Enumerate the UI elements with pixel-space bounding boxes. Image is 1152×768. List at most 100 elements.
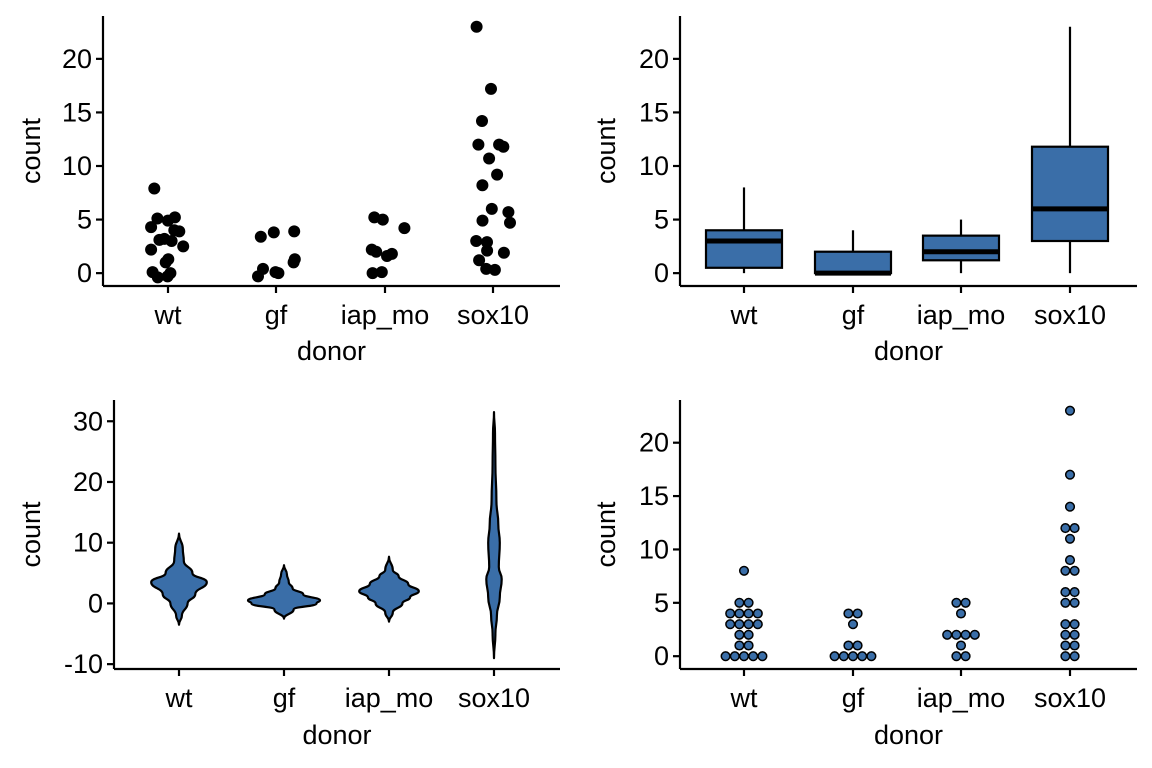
dot [1069, 619, 1080, 630]
data-point [153, 233, 166, 246]
dot [734, 619, 745, 630]
dot [1064, 405, 1076, 416]
dot [1064, 555, 1076, 566]
x-tick-label: wt [730, 683, 758, 713]
data-point [476, 115, 488, 127]
y-tick-label: 10 [73, 528, 103, 558]
x-tick-label: gf [273, 683, 296, 713]
data-point [473, 254, 486, 267]
dotplot-panel: 0 5 10 15 20 wt gf iap_mo sox10 donor count [591, 400, 1137, 750]
dot [942, 629, 953, 640]
dot [1069, 640, 1080, 651]
dot [1060, 597, 1071, 608]
dot [1064, 533, 1076, 544]
violin-panel: -10 0 10 20 30 wt gf iap_mo sox10 donor count [16, 400, 560, 750]
data-point [470, 20, 483, 33]
dot [1060, 629, 1071, 640]
dot [1069, 523, 1080, 534]
data-point [254, 230, 267, 243]
data-point [488, 263, 501, 276]
data-point [472, 138, 485, 151]
dot [743, 608, 754, 619]
data-point [368, 211, 381, 224]
dot [748, 651, 759, 662]
x-axis-title: donor [874, 720, 943, 750]
dot [743, 619, 754, 630]
dot [743, 597, 754, 608]
dot [955, 640, 967, 651]
data-point [151, 271, 164, 284]
data-point [366, 267, 379, 280]
data-point [267, 226, 280, 239]
x-axis-title: donor [302, 720, 371, 750]
dot [729, 651, 740, 662]
dot [743, 629, 754, 640]
dot [720, 651, 731, 662]
boxplot-panel: 0 5 10 15 20 wt gf iap_mo sox10 donor count [591, 16, 1137, 366]
y-tick-label: 20 [639, 44, 669, 74]
dot [847, 619, 859, 630]
data-point [148, 182, 161, 195]
data-point [481, 236, 493, 249]
violin [485, 411, 503, 660]
dot [951, 651, 962, 662]
x-tick-label: sox10 [457, 300, 529, 330]
jitter-panel: 0 5 10 15 20 wt gf iap_mo sox10 donor count [16, 16, 560, 366]
box [1030, 145, 1110, 243]
y-tick-label: 10 [639, 151, 669, 181]
y-tick-label: 30 [73, 406, 103, 436]
dot [1069, 587, 1080, 598]
violin [150, 532, 208, 626]
y-tick-label: 0 [77, 258, 92, 288]
data-point [491, 168, 504, 181]
dot [734, 608, 745, 619]
y-axis-title: count [591, 117, 621, 184]
x-tick-label: wt [165, 683, 193, 713]
box [921, 234, 1001, 262]
data-point [497, 246, 510, 259]
x-tick-label: iap_mo [917, 683, 1006, 713]
data-point [252, 270, 264, 283]
dot [847, 651, 859, 662]
data-point [485, 82, 497, 95]
data-point [493, 138, 506, 151]
data-point [177, 240, 190, 253]
box [704, 229, 784, 269]
dot [951, 597, 962, 608]
dot [969, 629, 980, 640]
dot [1064, 469, 1076, 480]
box [813, 250, 893, 275]
dot [1069, 597, 1080, 608]
y-tick-label: 15 [639, 481, 669, 511]
dot [960, 629, 971, 640]
dot [738, 651, 750, 662]
dot [1060, 619, 1071, 630]
y-tick-label: 5 [654, 205, 669, 235]
dot [1060, 565, 1071, 576]
dot [1064, 501, 1076, 512]
x-axis-title: donor [297, 336, 366, 366]
y-tick-label: 5 [654, 588, 669, 618]
x-tick-label: iap_mo [917, 300, 1006, 330]
x-tick-label: iap_mo [341, 300, 430, 330]
violin [358, 555, 420, 623]
dot [951, 629, 962, 640]
dot [757, 651, 768, 662]
dot [725, 619, 736, 630]
x-tick-label: wt [730, 300, 758, 330]
x-tick-label: gf [842, 300, 865, 330]
y-axis-title: count [591, 501, 621, 568]
data-point [485, 202, 498, 215]
data-point [480, 262, 493, 275]
x-tick-label: sox10 [458, 683, 530, 713]
dot [955, 608, 967, 619]
y-tick-label: 20 [73, 467, 103, 497]
y-tick-label: 15 [62, 97, 92, 127]
data-point [504, 216, 516, 229]
y-tick-label: 0 [88, 588, 103, 618]
x-tick-label: sox10 [1034, 683, 1106, 713]
dot [734, 640, 745, 651]
dot [1060, 587, 1071, 598]
data-point [164, 267, 177, 280]
dot [734, 597, 745, 608]
